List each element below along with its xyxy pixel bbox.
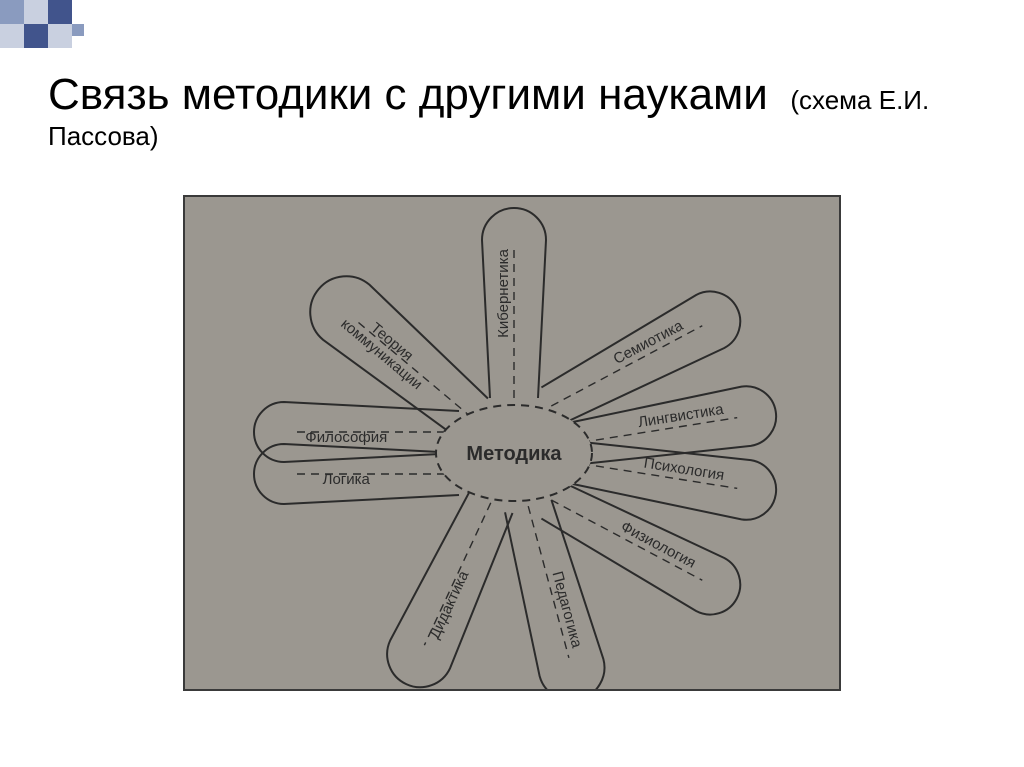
- petal-label: Логика: [323, 471, 371, 488]
- deco-square: [0, 0, 24, 24]
- petal-label: Кибернетика: [495, 248, 512, 337]
- deco-square: [72, 24, 84, 36]
- petal: Кибернетика: [482, 208, 546, 398]
- deco-square: [0, 24, 24, 48]
- petal: Логика: [254, 444, 459, 504]
- petal-label: Теориякоммуникации: [337, 303, 435, 393]
- petal: Философия: [254, 402, 459, 462]
- petal: Дидактика: [376, 489, 520, 689]
- radial-diagram: Кибернетика Теориякоммуникации Логика Филос…: [185, 197, 839, 689]
- petal-label: Философия: [305, 429, 387, 446]
- center-label: Методика: [466, 443, 562, 465]
- deco-square: [24, 0, 48, 24]
- title-main: Связь методики с другими науками: [48, 70, 768, 119]
- deco-square: [48, 24, 72, 48]
- diagram-frame: Кибернетика Теориякоммуникации Логика Филос…: [183, 195, 841, 691]
- petal-label: Педагогика: [548, 570, 585, 651]
- deco-square: [24, 24, 48, 48]
- slide: Связь методики с другими науками (схема …: [0, 0, 1024, 767]
- slide-title: Связь методики с другими науками (схема …: [48, 70, 968, 152]
- deco-square: [48, 0, 72, 24]
